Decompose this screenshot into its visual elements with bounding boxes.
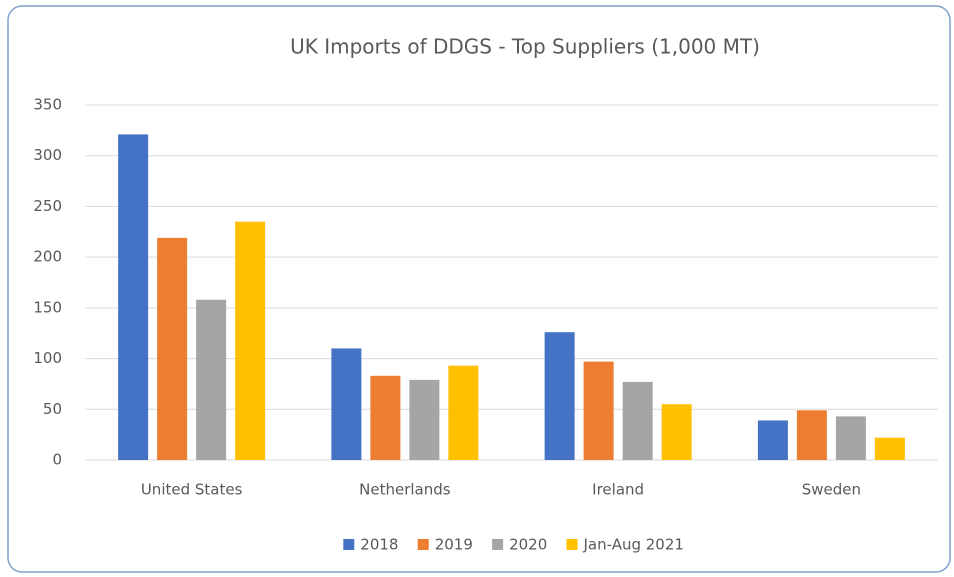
x-tick-label: Netherlands	[359, 481, 451, 499]
bar	[874, 437, 905, 460]
y-tick-label: 50	[43, 400, 62, 418]
y-tick-label: 150	[33, 298, 62, 316]
x-tick-label: Ireland	[592, 481, 644, 499]
legend-swatch	[566, 539, 578, 550]
chart-title: UK Imports of DDGS - Top Suppliers (1,00…	[290, 35, 760, 59]
y-tick-label: 350	[33, 96, 62, 114]
bar	[757, 420, 788, 460]
y-tick-label: 250	[33, 197, 62, 215]
bar	[370, 375, 401, 460]
bar	[331, 348, 362, 460]
bar	[796, 410, 827, 460]
bar	[409, 379, 440, 460]
y-tick-label: 200	[33, 248, 62, 266]
bar	[196, 299, 227, 460]
legend-swatch	[492, 539, 504, 550]
legend-label: 2018	[360, 536, 398, 554]
bar	[622, 381, 653, 460]
bar	[544, 332, 575, 460]
bar	[448, 365, 479, 460]
x-tick-label: Sweden	[802, 481, 861, 499]
legend-label: Jan-Aug 2021	[583, 536, 684, 554]
y-tick-label: 100	[33, 349, 62, 367]
bar	[118, 134, 149, 460]
y-tick-label: 0	[52, 451, 62, 469]
bar	[661, 404, 692, 460]
legend-swatch	[417, 539, 429, 550]
bar	[157, 237, 188, 460]
x-tick-label: United States	[141, 481, 243, 499]
legend-label: 2019	[435, 536, 473, 554]
legend-swatch	[343, 539, 355, 550]
legend-label: 2020	[509, 536, 547, 554]
bar	[235, 221, 266, 460]
bar	[583, 361, 614, 460]
bar	[835, 416, 866, 460]
y-tick-label: 300	[33, 146, 62, 164]
